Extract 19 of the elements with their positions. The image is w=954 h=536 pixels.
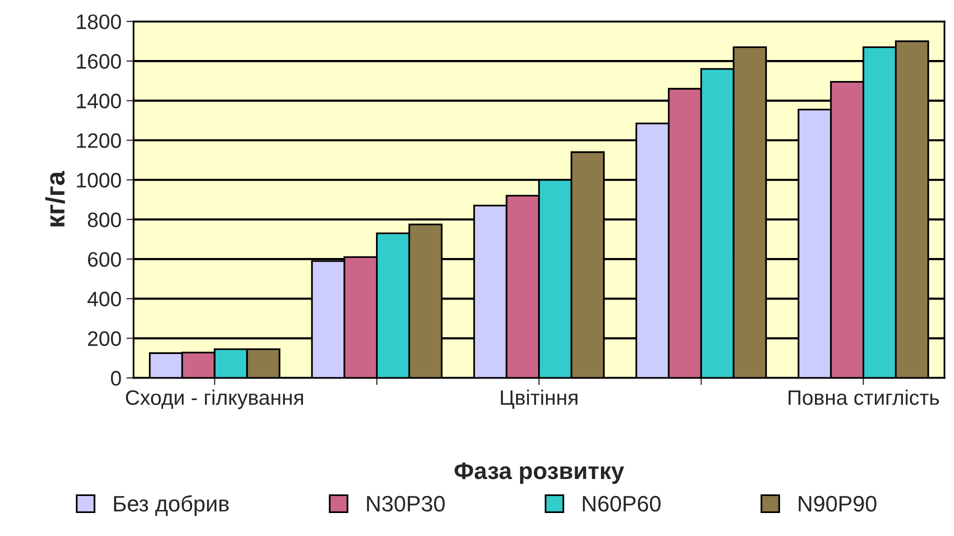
y-tick-label: 800 xyxy=(88,212,121,228)
x-axis-title: Фаза розвитку xyxy=(454,462,624,484)
legend-label: N30P30 xyxy=(367,496,445,512)
y-tick-label: 1200 xyxy=(77,133,121,148)
y-tick-label: 1800 xyxy=(77,14,121,30)
legend-label: N60P60 xyxy=(582,496,661,512)
y-tick-label: 600 xyxy=(88,252,121,267)
legend-label: Без добрив xyxy=(114,495,229,516)
x-tick-label: Сходи - гілкування xyxy=(126,390,303,410)
y-tick-label: 0 xyxy=(110,370,121,386)
x-tick-label: Повна стиглість xyxy=(788,390,939,405)
y-tick-label: 1600 xyxy=(77,54,121,69)
y-axis-title: кг/га xyxy=(45,170,65,226)
y-tick-label: 1000 xyxy=(77,172,121,188)
legend-label: N90P90 xyxy=(798,496,876,512)
y-tick-label: 200 xyxy=(88,331,121,346)
y-tick-label: 1400 xyxy=(77,94,121,108)
y-tick-label: 400 xyxy=(87,292,121,306)
x-tick-label: Цвітіння xyxy=(500,390,578,409)
